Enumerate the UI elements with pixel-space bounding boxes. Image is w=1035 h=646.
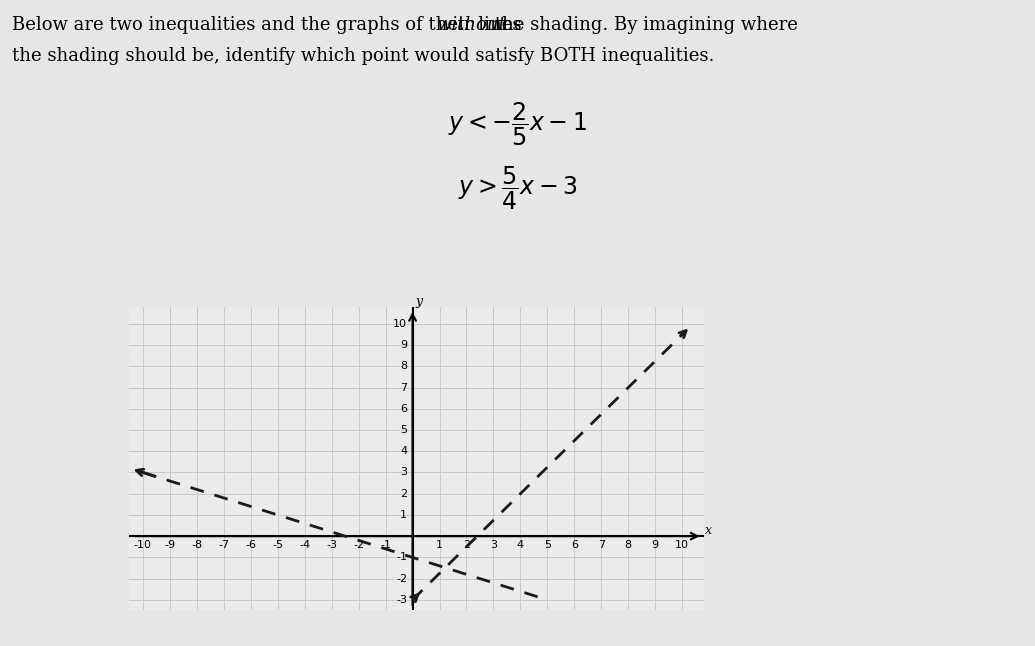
Text: 2: 2	[400, 488, 407, 499]
Text: the shading should be, identify which point would satisfy BOTH inequalities.: the shading should be, identify which po…	[12, 47, 715, 65]
Text: 1: 1	[401, 510, 407, 520]
Text: 8: 8	[625, 540, 631, 550]
Text: 6: 6	[571, 540, 578, 550]
Text: -8: -8	[191, 540, 203, 550]
Text: 1: 1	[436, 540, 443, 550]
Text: -9: -9	[165, 540, 175, 550]
Text: 6: 6	[401, 404, 407, 414]
Text: y: y	[416, 295, 423, 308]
Text: $y < -\dfrac{2}{5}x - 1$: $y < -\dfrac{2}{5}x - 1$	[448, 100, 587, 147]
Text: 4: 4	[516, 540, 524, 550]
Text: 5: 5	[543, 540, 551, 550]
Text: -6: -6	[245, 540, 257, 550]
Text: -1: -1	[396, 552, 407, 563]
Text: 2: 2	[463, 540, 470, 550]
Text: the shading. By imagining where: the shading. By imagining where	[490, 16, 798, 34]
Text: 5: 5	[401, 425, 407, 435]
Text: x: x	[705, 525, 712, 537]
Text: 4: 4	[400, 446, 407, 456]
Text: 7: 7	[598, 540, 604, 550]
Text: -3: -3	[396, 595, 407, 605]
Text: 3: 3	[490, 540, 497, 550]
Text: 7: 7	[400, 382, 407, 393]
Text: 10: 10	[393, 319, 407, 329]
Text: -3: -3	[326, 540, 337, 550]
Text: -1: -1	[380, 540, 391, 550]
Text: $y > \dfrac{5}{4}x - 3$: $y > \dfrac{5}{4}x - 3$	[457, 165, 578, 212]
Text: Below are two inequalities and the graphs of their lines: Below are two inequalities and the graph…	[12, 16, 528, 34]
Text: -7: -7	[218, 540, 230, 550]
Text: -10: -10	[134, 540, 152, 550]
Text: -4: -4	[299, 540, 310, 550]
Text: 8: 8	[400, 361, 407, 371]
Text: -5: -5	[272, 540, 284, 550]
Text: 9: 9	[652, 540, 659, 550]
Text: 9: 9	[400, 340, 407, 350]
Text: 3: 3	[401, 468, 407, 477]
Text: without: without	[437, 16, 507, 34]
Text: -2: -2	[396, 574, 407, 583]
Text: -2: -2	[353, 540, 364, 550]
Text: 10: 10	[675, 540, 689, 550]
